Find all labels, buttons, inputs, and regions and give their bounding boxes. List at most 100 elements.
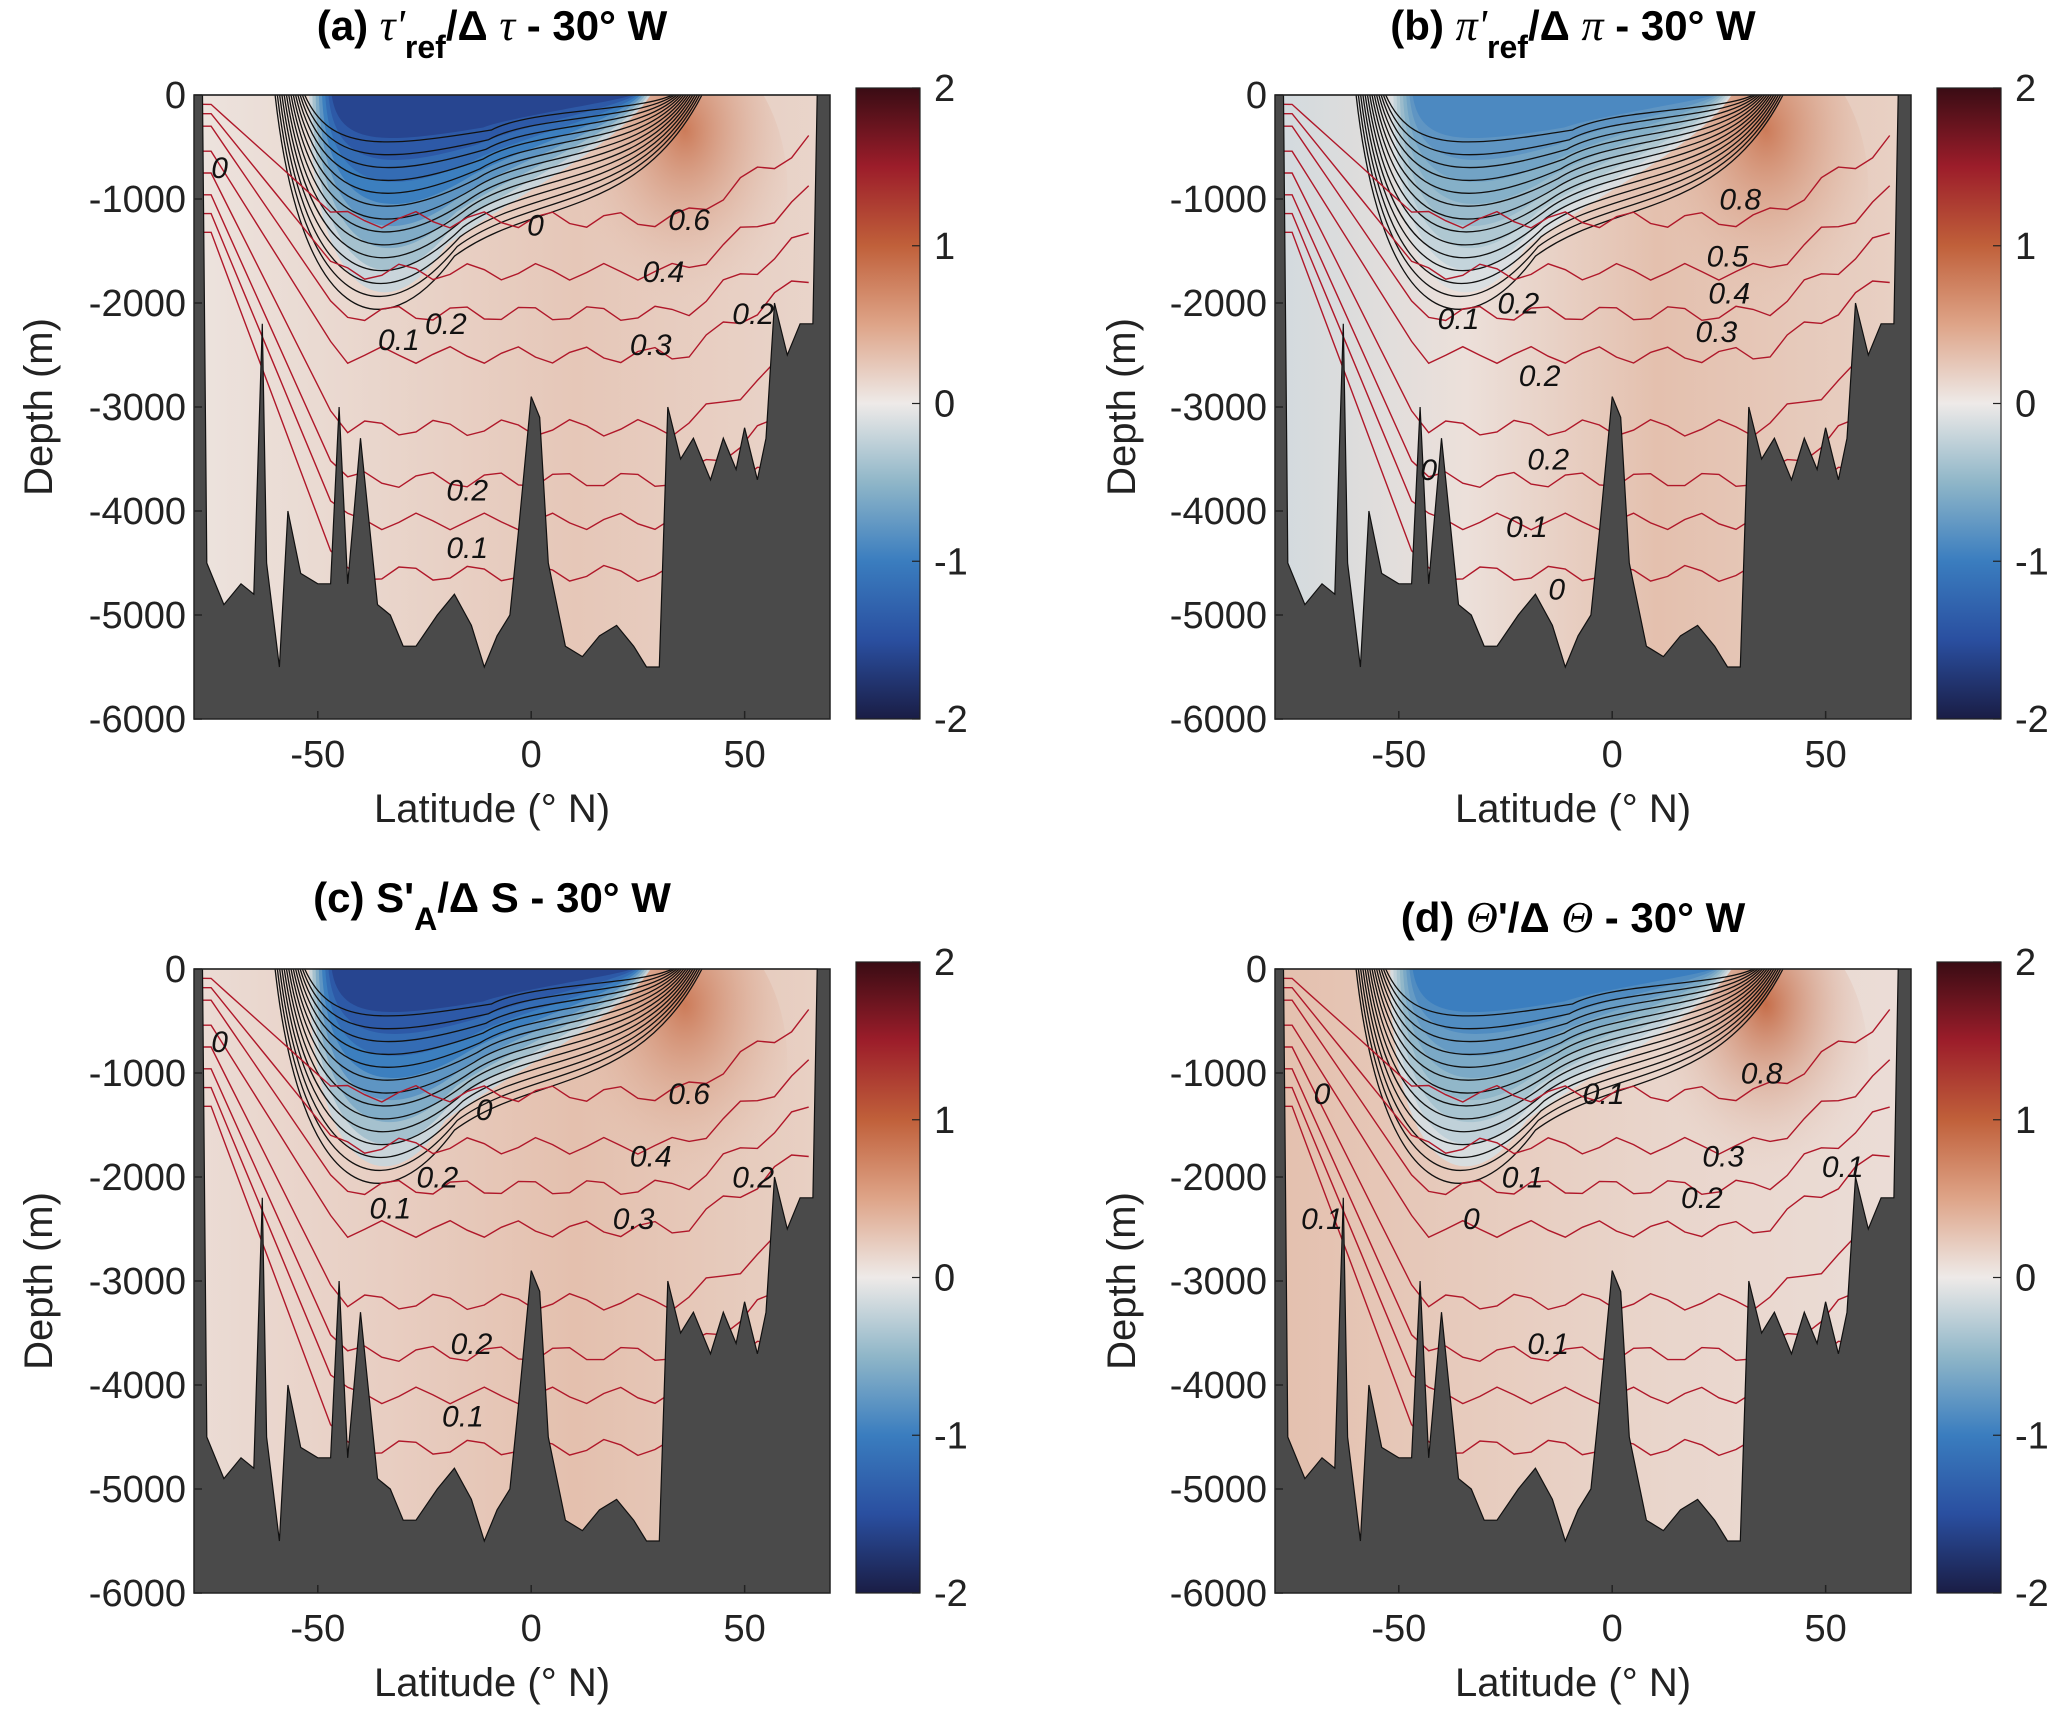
contour-label: 0.1 bbox=[1438, 303, 1480, 336]
contour-label: 0.2 bbox=[1497, 287, 1539, 320]
red-contour bbox=[1283, 172, 1890, 437]
contour-label: 0.1 bbox=[1502, 1161, 1544, 1194]
contour-label: 0.3 bbox=[630, 329, 672, 362]
contour-label: 0.1 bbox=[1506, 511, 1548, 544]
colorbar-tick-label: 2 bbox=[934, 68, 955, 110]
contour-label: 0.6 bbox=[668, 1078, 710, 1111]
contour-label: 0.2 bbox=[732, 1161, 774, 1194]
black-contour bbox=[288, 95, 689, 233]
contour-label: 0.2 bbox=[425, 308, 467, 341]
colorbar-tick-label: -1 bbox=[2015, 1415, 2049, 1457]
contour-label: 0.5 bbox=[1707, 241, 1749, 274]
black-contour bbox=[279, 95, 698, 285]
contour-label: 0.4 bbox=[630, 1141, 672, 1174]
y-tick-label: -5000 bbox=[1170, 1469, 1267, 1511]
contour-label: 0.6 bbox=[668, 204, 710, 237]
red-contour bbox=[202, 1024, 809, 1239]
black-contour bbox=[1373, 969, 1766, 1081]
red-contour bbox=[202, 1068, 810, 1363]
red-contour bbox=[1283, 1024, 1890, 1239]
seafloor-outline bbox=[1282, 94, 1899, 669]
red-contour bbox=[1283, 977, 1891, 1103]
red-contour bbox=[1283, 194, 1891, 489]
black-contour bbox=[1369, 95, 1770, 233]
contour-label: 0.2 bbox=[451, 1328, 493, 1361]
y-tick-label: -2000 bbox=[89, 1157, 186, 1199]
aaiw-layer bbox=[1412, 969, 1714, 1013]
y-tick-label: -2000 bbox=[1170, 283, 1267, 325]
y-tick-label: -2000 bbox=[89, 283, 186, 325]
title-part: π' bbox=[1456, 1, 1489, 50]
contour-label: 0.2 bbox=[732, 298, 774, 331]
contour-label: 0 bbox=[211, 152, 228, 185]
contour-label: 0 bbox=[1420, 454, 1437, 487]
panel-d: 0-1000-2000-3000-4000-5000-6000-50 0 50Lat… bbox=[1100, 893, 2049, 1705]
contour-label: 0.8 bbox=[1719, 183, 1761, 216]
y-tick-label: -3000 bbox=[89, 387, 186, 429]
north-anomaly bbox=[582, 95, 788, 335]
panel-a: 0-1000-2000-3000-4000-5000-6000-50 0 50Lat… bbox=[17, 1, 968, 831]
black-contour bbox=[294, 969, 682, 1068]
y-tick-label: -3000 bbox=[1170, 387, 1267, 429]
y-tick-label: -1000 bbox=[89, 179, 186, 221]
black-contour bbox=[281, 95, 696, 272]
red-contour bbox=[202, 977, 810, 1103]
panel-b: 0-1000-2000-3000-4000-5000-6000-50 0 50Lat… bbox=[1100, 1, 2049, 831]
y-tick-label: -6000 bbox=[89, 699, 186, 741]
contour-label: 0.1 bbox=[1527, 1328, 1569, 1361]
contour-label: 0.2 bbox=[416, 1161, 458, 1194]
y-axis-label: Depth (m) bbox=[1100, 1192, 1144, 1370]
contour-label: 0.1 bbox=[369, 1193, 411, 1226]
contour-label: 0.2 bbox=[446, 475, 488, 508]
black-contour bbox=[294, 95, 682, 194]
black-contour bbox=[1371, 969, 1768, 1094]
title-part: τ' bbox=[380, 1, 407, 50]
contour-label: 0.2 bbox=[1527, 443, 1569, 476]
red-contour bbox=[1283, 103, 1891, 229]
red-contour bbox=[1283, 150, 1890, 365]
red-contour bbox=[1283, 112, 1891, 281]
seafloor-outline bbox=[1282, 968, 1899, 1543]
red-contour bbox=[202, 172, 809, 437]
seafloor-outline bbox=[201, 968, 818, 1543]
red-contour bbox=[202, 986, 810, 1155]
title-part: A bbox=[414, 901, 437, 937]
ocean-field bbox=[202, 95, 818, 667]
colorbar-tick-label: -1 bbox=[2015, 541, 2049, 583]
x-tick-label: 50 bbox=[723, 1608, 765, 1650]
black-contour bbox=[281, 969, 696, 1146]
colorbar bbox=[1936, 961, 2002, 1594]
colorbar-tick-label: 0 bbox=[934, 1258, 955, 1300]
black-contour bbox=[1385, 95, 1754, 143]
y-tick-label: -3000 bbox=[89, 1261, 186, 1303]
black-contour bbox=[1355, 969, 1784, 1184]
y-tick-label: -4000 bbox=[1170, 1365, 1267, 1407]
red-contour bbox=[1283, 999, 1890, 1196]
black-contour bbox=[1371, 95, 1768, 220]
x-tick-label: 50 bbox=[723, 734, 765, 776]
red-contour bbox=[202, 103, 810, 229]
contour-label: 0 bbox=[1463, 1203, 1480, 1236]
x-tick-label: 0 bbox=[1602, 1608, 1623, 1650]
north-anomaly bbox=[1663, 969, 1869, 1209]
x-tick-label: 0 bbox=[521, 1608, 542, 1650]
black-contour bbox=[283, 969, 694, 1133]
contour-label: 0.1 bbox=[446, 532, 488, 565]
ocean-field bbox=[1283, 95, 1899, 667]
y-tick-label: -3000 bbox=[1170, 1261, 1267, 1303]
seafloor-outline bbox=[201, 94, 818, 669]
black-contour bbox=[274, 95, 703, 310]
title-part: τ bbox=[499, 1, 517, 50]
title-part: '/Δ bbox=[1498, 894, 1562, 941]
black-contour bbox=[1378, 969, 1761, 1056]
y-axis-label: Depth (m) bbox=[17, 1192, 61, 1370]
colorbar-tick-label: 1 bbox=[2015, 226, 2036, 268]
contour-label: 0 bbox=[1548, 573, 1565, 606]
y-tick-label: 0 bbox=[1246, 75, 1267, 117]
contour-label: 0.3 bbox=[613, 1203, 655, 1236]
y-tick-label: 0 bbox=[1246, 949, 1267, 991]
colorbar bbox=[855, 87, 921, 720]
title-part: /Δ bbox=[446, 2, 500, 49]
title-part: Θ bbox=[1466, 893, 1498, 942]
